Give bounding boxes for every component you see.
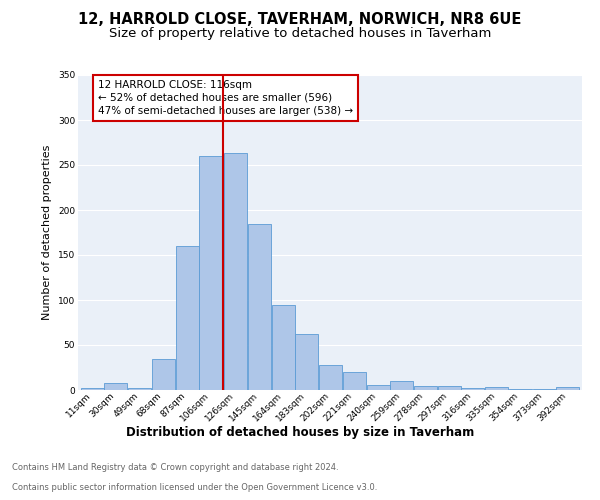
Bar: [104, 383, 127, 390]
Bar: [390, 381, 413, 390]
Bar: [533, 389, 556, 390]
Bar: [461, 388, 484, 390]
Bar: [319, 365, 342, 390]
Bar: [485, 388, 508, 390]
Bar: [556, 388, 579, 390]
Bar: [414, 386, 437, 390]
Bar: [509, 389, 532, 390]
Bar: [272, 304, 295, 390]
Bar: [128, 388, 151, 390]
Bar: [367, 384, 389, 390]
Text: 12, HARROLD CLOSE, TAVERHAM, NORWICH, NR8 6UE: 12, HARROLD CLOSE, TAVERHAM, NORWICH, NR…: [79, 12, 521, 28]
Bar: [248, 224, 271, 390]
Bar: [152, 358, 175, 390]
Bar: [199, 156, 223, 390]
Text: Contains public sector information licensed under the Open Government Licence v3: Contains public sector information licen…: [12, 484, 377, 492]
Bar: [437, 386, 461, 390]
Text: Size of property relative to detached houses in Taverham: Size of property relative to detached ho…: [109, 28, 491, 40]
Bar: [176, 246, 199, 390]
Bar: [295, 334, 319, 390]
Bar: [81, 388, 104, 390]
Text: 12 HARROLD CLOSE: 116sqm
← 52% of detached houses are smaller (596)
47% of semi-: 12 HARROLD CLOSE: 116sqm ← 52% of detach…: [98, 80, 353, 116]
Text: Contains HM Land Registry data © Crown copyright and database right 2024.: Contains HM Land Registry data © Crown c…: [12, 464, 338, 472]
Y-axis label: Number of detached properties: Number of detached properties: [43, 145, 52, 320]
Bar: [224, 154, 247, 390]
Text: Distribution of detached houses by size in Taverham: Distribution of detached houses by size …: [126, 426, 474, 439]
Bar: [343, 372, 366, 390]
